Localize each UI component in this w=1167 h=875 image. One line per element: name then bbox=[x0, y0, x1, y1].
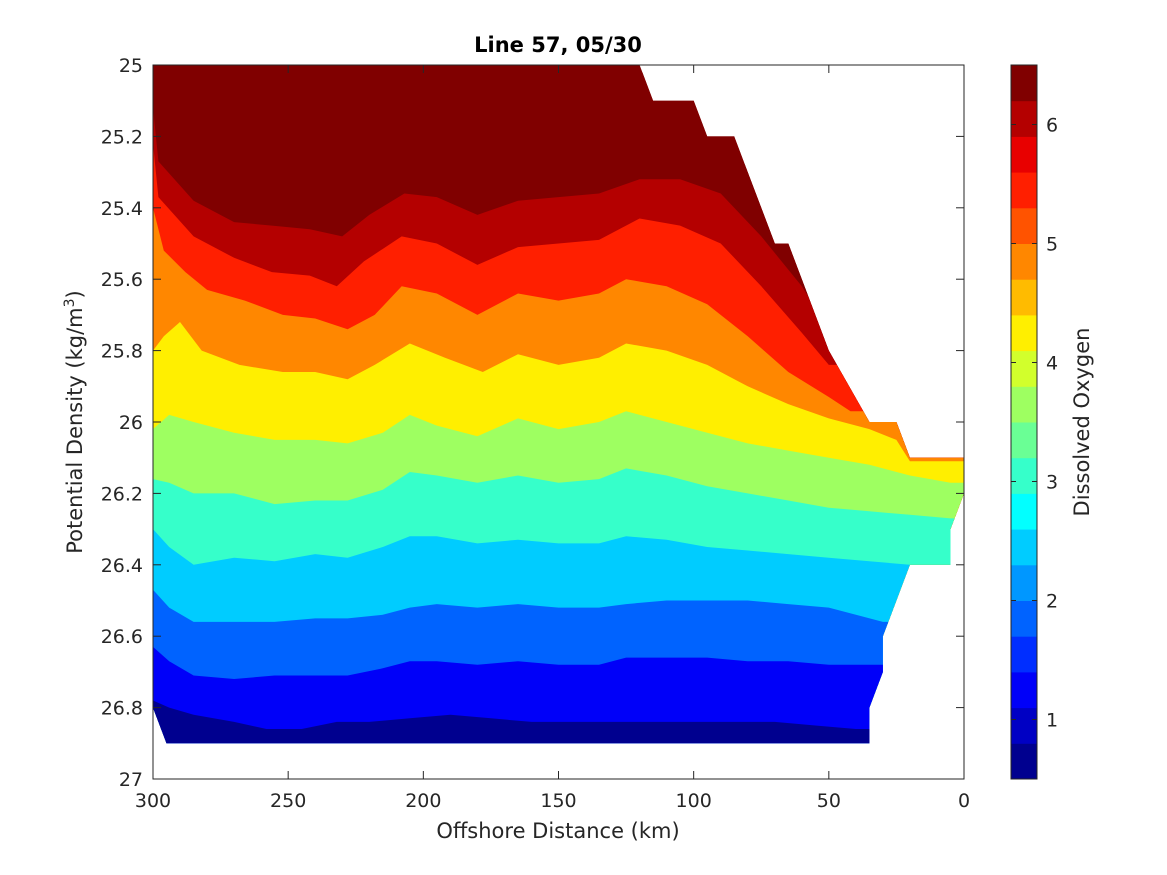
x-tick-label: 250 bbox=[270, 790, 306, 812]
x-tick-label: 200 bbox=[405, 790, 441, 812]
x-axis-label: Offshore Distance (km) bbox=[436, 819, 679, 843]
y-tick-label: 26.6 bbox=[101, 626, 143, 648]
y-axis: 25 25.2 25.4 25.6 25.8 26 26.2 26.4 26.6 26.8 27 bbox=[101, 55, 964, 791]
y-tick-label: 25 bbox=[119, 55, 143, 77]
colorbar-segment bbox=[1011, 529, 1037, 566]
colorbar-segment bbox=[1011, 207, 1037, 244]
y-tick-label: 26.4 bbox=[101, 555, 143, 577]
x-axis: 300 250 200 150 100 50 0 bbox=[135, 65, 970, 812]
colorbar-segment bbox=[1011, 350, 1037, 387]
y-tick-label: 25.4 bbox=[101, 198, 143, 220]
y-tick-label: 27 bbox=[119, 769, 143, 791]
chart-title: Line 57, 05/30 bbox=[474, 33, 642, 57]
y-axis-label-end: ) bbox=[63, 290, 87, 298]
colorbar-segment bbox=[1011, 314, 1037, 352]
colorbar-tick-label: 1 bbox=[1046, 710, 1058, 732]
x-tick-label: 150 bbox=[540, 790, 576, 812]
colorbar-segment bbox=[1011, 457, 1037, 494]
y-axis-label-main: Potential Density (kg/m bbox=[63, 307, 87, 553]
colorbar-segment bbox=[1011, 172, 1037, 209]
x-tick-label: 0 bbox=[958, 790, 970, 812]
y-tick-label: 26 bbox=[119, 412, 143, 434]
colorbar-segment bbox=[1011, 636, 1037, 673]
colorbar-segment bbox=[1011, 422, 1037, 459]
colorbar: 1 2 3 4 5 6 bbox=[1011, 65, 1058, 780]
colorbar-tick-label: 5 bbox=[1046, 234, 1058, 256]
colorbar-segment bbox=[1011, 279, 1037, 316]
colorbar-segment bbox=[1011, 243, 1037, 280]
colorbar-tick-label: 4 bbox=[1046, 353, 1058, 375]
colorbar-segment bbox=[1011, 600, 1037, 637]
colorbar-segment bbox=[1011, 386, 1037, 423]
colorbar-tick-label: 2 bbox=[1046, 591, 1058, 613]
y-tick-label: 25.8 bbox=[101, 341, 143, 363]
colorbar-frame bbox=[1010, 64, 1038, 780]
colorbar-segment bbox=[1011, 564, 1037, 601]
colorbar-segment bbox=[1011, 65, 1037, 102]
colorbar-segment bbox=[1011, 707, 1037, 744]
colorbar-tick-label: 3 bbox=[1046, 472, 1058, 494]
contour-band-10 bbox=[153, 646, 964, 744]
colorbar-segment bbox=[1011, 671, 1037, 709]
y-axis-label: Potential Density (kg/m3) bbox=[62, 290, 87, 554]
colorbar-segment bbox=[1011, 100, 1037, 137]
colorbar-label: Dissolved Oxygen bbox=[1070, 328, 1094, 517]
x-tick-label: 300 bbox=[135, 790, 171, 812]
colorbar-segment bbox=[1011, 493, 1037, 530]
colorbar-segment bbox=[1011, 136, 1037, 173]
x-tick-label: 100 bbox=[676, 790, 712, 812]
x-tick-label: 50 bbox=[817, 790, 841, 812]
y-tick-label: 25.2 bbox=[101, 126, 143, 148]
y-tick-label: 25.6 bbox=[101, 269, 143, 291]
y-tick-label: 26.8 bbox=[101, 698, 143, 720]
y-axis-label-superscript: 3 bbox=[62, 298, 78, 307]
colorbar-tick-label: 6 bbox=[1046, 115, 1058, 137]
y-tick-label: 26.2 bbox=[101, 483, 143, 505]
colorbar-segment bbox=[1011, 743, 1037, 780]
contour-band-11 bbox=[153, 700, 964, 744]
